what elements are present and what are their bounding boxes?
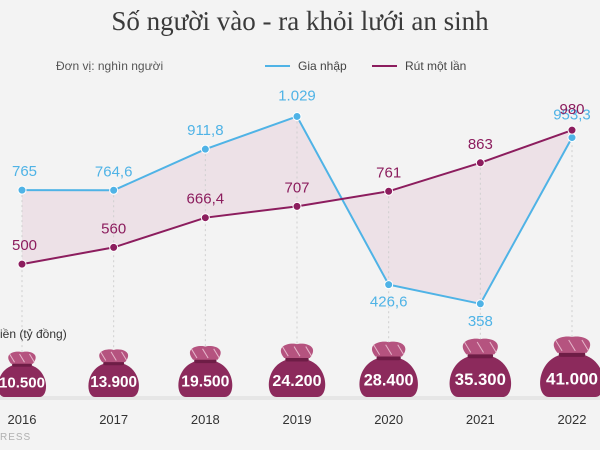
secondary-axis-label: iền (tỷ đồng) — [0, 327, 67, 341]
money-bag-note-line — [100, 351, 107, 361]
money-bag-body — [359, 358, 418, 397]
money-bag-note-line — [555, 339, 563, 352]
point-rut-mot-lan — [292, 201, 302, 211]
money-bag-label: 28.400 — [364, 372, 414, 390]
label-rut-mot-lan: 500 — [12, 237, 37, 254]
point-rut-mot-lan — [109, 242, 119, 252]
money-bags: 10.500 13.900 19.500 24.200 28.400 35.300 41.0… — [0, 336, 600, 397]
money-bag-body — [0, 365, 46, 397]
money-bag: 41.000 — [540, 336, 600, 397]
money-bag-note-line — [397, 344, 405, 355]
point-gia-nhap — [17, 185, 27, 195]
x-tick-label: 2016 — [8, 412, 37, 427]
money-bag-note-line — [121, 351, 128, 361]
point-gia-nhap — [475, 299, 485, 309]
money-bag-tie — [103, 361, 125, 366]
x-tick-label: 2020 — [374, 412, 403, 427]
legend-label-rut-mot-lan: Rút một lần — [405, 59, 466, 73]
unit-label: Đơn vị: nghìn người — [56, 59, 163, 73]
point-rut-mot-lan — [567, 125, 577, 135]
money-bag-note-line — [281, 346, 289, 357]
label-gia-nhap: 358 — [468, 313, 493, 330]
money-bag-note-line — [385, 344, 393, 355]
money-bag-note-line — [489, 341, 497, 353]
label-rut-mot-lan: 980 — [559, 101, 584, 118]
label-gia-nhap: 911,8 — [187, 122, 223, 139]
label-gia-nhap: 1.029 — [278, 87, 316, 104]
money-bag-note-line — [293, 346, 301, 357]
x-tick-label: 2017 — [99, 412, 128, 427]
label-rut-mot-lan: 666,4 — [187, 191, 225, 208]
baseline-shelf — [0, 396, 600, 400]
money-bag-tie — [467, 353, 494, 359]
money-bag-tie — [376, 355, 401, 361]
money-bag-note-line — [110, 351, 117, 361]
label-rut-mot-lan: 707 — [284, 179, 309, 196]
point-rut-mot-lan — [200, 213, 210, 223]
money-bag-label: 19.500 — [181, 374, 229, 391]
x-axis-ticks: 2016 2017 2018 2019 2020 2021 2022 — [8, 412, 587, 427]
point-gia-nhap — [109, 185, 119, 195]
money-bag-label: 35.300 — [455, 370, 506, 389]
x-tick-label: 2018 — [191, 412, 220, 427]
money-bag-note-line — [190, 348, 198, 359]
point-gia-nhap — [384, 280, 394, 290]
chart-title: Số người vào - ra khỏi lưới an sinh — [111, 6, 489, 36]
label-gia-nhap: 426,6 — [370, 294, 408, 311]
label-rut-mot-lan: 761 — [376, 164, 401, 181]
x-tick-label: 2021 — [466, 412, 495, 427]
point-rut-mot-lan — [475, 158, 485, 168]
money-bag-tie — [285, 357, 309, 362]
legend-label-gia-nhap: Gia nhập — [298, 59, 347, 73]
x-tick-label: 2022 — [558, 412, 587, 427]
money-bag-note-line — [202, 348, 209, 359]
label-gia-nhap: 953,3 — [553, 107, 591, 124]
label-rut-mot-lan: 863 — [468, 136, 493, 153]
money-bag-label: 24.200 — [272, 372, 321, 390]
money-bag: 35.300 — [449, 338, 512, 397]
money-bag-note-line — [29, 353, 35, 363]
point-gia-nhap — [292, 111, 302, 121]
money-bag-body — [178, 361, 233, 397]
money-bag-body — [88, 363, 139, 397]
money-bag-note-line — [373, 344, 381, 355]
data-points — [17, 111, 577, 309]
money-bag: 13.900 — [88, 349, 139, 397]
money-bag: 19.500 — [178, 346, 233, 397]
money-bag-note-line — [305, 346, 313, 357]
money-bag-note-line — [19, 353, 25, 363]
money-bag-note-line — [476, 341, 484, 353]
money-bag-note-line — [9, 353, 15, 363]
money-bag-label: 10.500 — [0, 375, 45, 392]
money-bag-tie — [558, 351, 586, 357]
money-bag-note-line — [568, 339, 576, 352]
data-labels: 765 764,6 911,8 1.029 426,6 358 953,3 500 560 666… — [12, 87, 591, 329]
money-bag-body — [449, 356, 512, 397]
x-tick-label: 2019 — [283, 412, 312, 427]
label-gia-nhap: 765 — [12, 163, 37, 180]
label-rut-mot-lan: 560 — [101, 220, 126, 237]
label-gia-nhap: 764,6 — [95, 163, 133, 180]
point-rut-mot-lan — [384, 186, 394, 196]
money-bag: 28.400 — [359, 341, 418, 397]
money-bag-body — [268, 359, 326, 397]
money-bag-label: 13.900 — [90, 374, 137, 391]
area-between-series — [22, 116, 572, 304]
watermark-text: RESS — [0, 432, 31, 443]
money-bag-note-line — [581, 339, 589, 352]
point-rut-mot-lan — [17, 259, 27, 269]
money-bag-note-line — [213, 348, 220, 359]
money-bag-tie — [12, 362, 32, 367]
money-bag-body — [540, 354, 600, 397]
money-bag: 24.200 — [268, 343, 326, 397]
money-bag-note-line — [464, 341, 472, 353]
point-gia-nhap — [567, 133, 577, 143]
money-bag-tie — [194, 358, 217, 364]
point-gia-nhap — [200, 144, 210, 154]
money-bag-label: 41.000 — [546, 370, 598, 389]
money-bag: 10.500 — [0, 351, 46, 397]
legend: Gia nhập Rút một lần — [265, 59, 466, 73]
